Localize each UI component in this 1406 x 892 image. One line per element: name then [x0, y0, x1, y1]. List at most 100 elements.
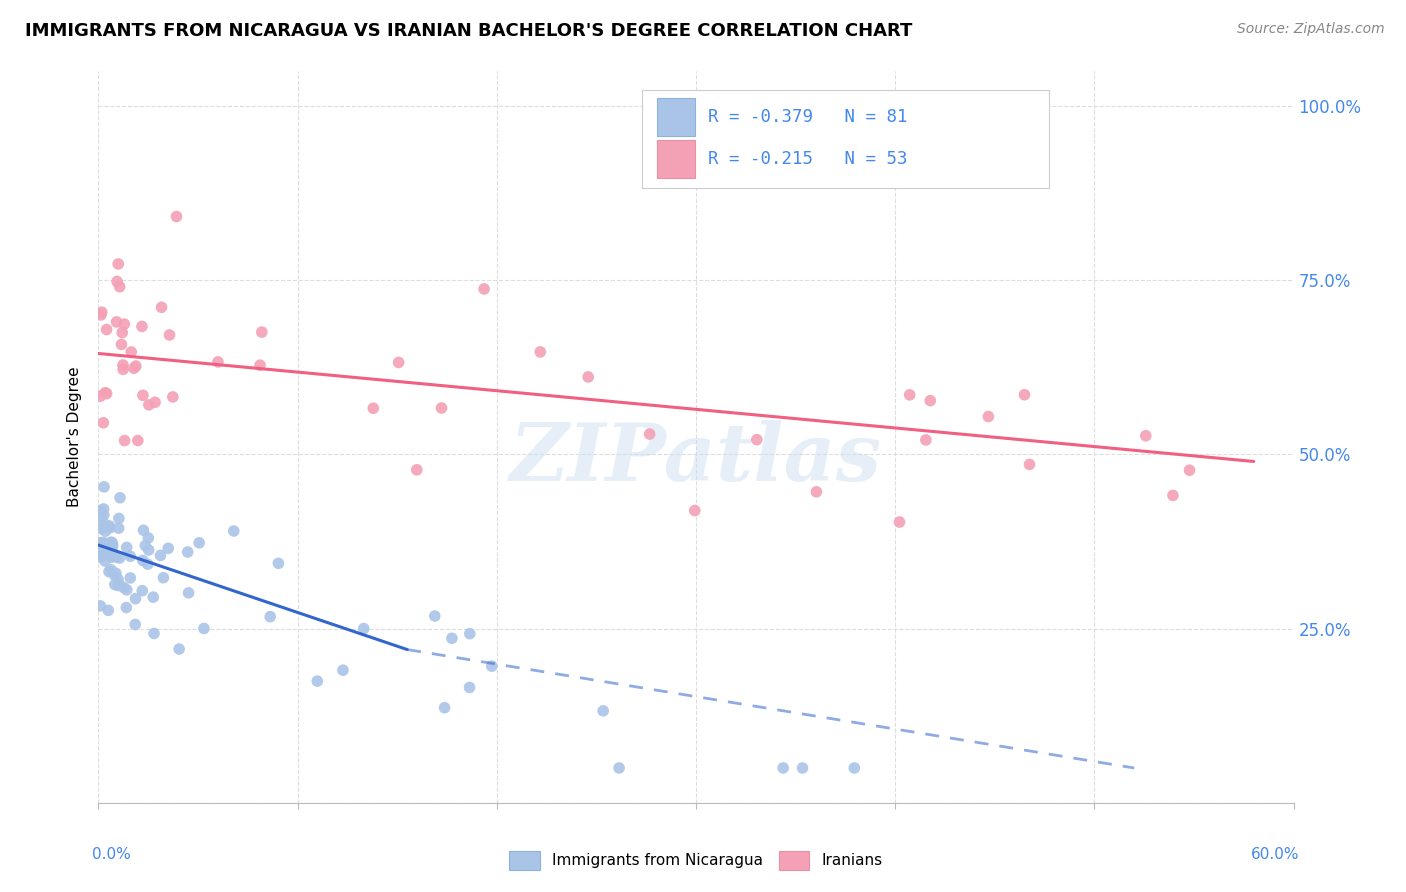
Y-axis label: Bachelor's Degree: Bachelor's Degree — [67, 367, 83, 508]
Point — [111, 326, 134, 340]
Point — [136, 557, 159, 571]
Point — [100, 550, 122, 565]
Point — [138, 398, 160, 412]
Point — [101, 540, 124, 554]
Point — [98, 546, 121, 560]
Point — [143, 626, 166, 640]
Point — [107, 572, 129, 586]
Point — [112, 317, 135, 331]
FancyBboxPatch shape — [657, 140, 695, 178]
Point — [97, 565, 120, 579]
Point — [108, 578, 131, 592]
Point — [167, 642, 190, 657]
Point — [91, 416, 114, 430]
Point — [363, 401, 385, 416]
Point — [132, 553, 155, 567]
Point — [122, 361, 145, 376]
Text: Source: ZipAtlas.com: Source: ZipAtlas.com — [1237, 22, 1385, 37]
Point — [104, 568, 127, 582]
Point — [433, 700, 456, 714]
Point — [138, 543, 160, 558]
Point — [107, 578, 129, 592]
Point — [94, 554, 117, 568]
Point — [90, 535, 112, 549]
Point — [114, 434, 136, 448]
Point — [131, 583, 153, 598]
Point — [1178, 463, 1201, 477]
Point — [124, 591, 146, 606]
Point — [93, 508, 115, 522]
Point — [115, 582, 138, 597]
Point — [405, 463, 427, 477]
Point — [108, 491, 131, 505]
Point — [149, 549, 172, 563]
Point — [143, 395, 166, 409]
Point — [844, 761, 866, 775]
Point — [592, 704, 614, 718]
Point — [131, 319, 153, 334]
Point — [108, 551, 131, 566]
Point — [915, 433, 938, 447]
Point — [115, 600, 138, 615]
Point — [94, 385, 117, 400]
Point — [458, 626, 481, 640]
Point — [127, 434, 149, 448]
Point — [89, 510, 111, 524]
Point — [472, 282, 495, 296]
Point — [98, 521, 121, 535]
Point — [105, 550, 128, 565]
Point — [120, 345, 142, 359]
Point — [1135, 429, 1157, 443]
Point — [112, 581, 135, 595]
Point — [93, 480, 115, 494]
Point — [107, 257, 129, 271]
Point — [98, 549, 121, 563]
Point — [159, 327, 181, 342]
Text: ZIPatlas: ZIPatlas — [510, 420, 882, 498]
FancyBboxPatch shape — [657, 98, 695, 136]
Point — [90, 308, 112, 322]
Point — [132, 388, 155, 402]
Point — [108, 511, 131, 525]
Point — [388, 355, 411, 369]
Point — [105, 315, 128, 329]
Point — [96, 322, 118, 336]
Point — [94, 524, 117, 538]
Point — [120, 571, 142, 585]
Point — [683, 503, 706, 517]
Point — [90, 305, 112, 319]
Point — [120, 549, 142, 564]
Point — [93, 502, 115, 516]
Point — [91, 549, 114, 563]
Point — [111, 358, 134, 372]
Point — [103, 547, 125, 561]
Point — [89, 389, 111, 403]
Point — [125, 359, 148, 373]
Point — [90, 541, 112, 556]
Point — [93, 516, 115, 531]
Point — [481, 659, 503, 673]
Point — [250, 325, 273, 339]
Point — [1018, 458, 1040, 472]
Point — [110, 337, 132, 351]
Text: 0.0%: 0.0% — [93, 847, 131, 862]
Point — [90, 550, 112, 565]
Point — [423, 609, 446, 624]
Point — [207, 355, 229, 369]
Point — [267, 557, 290, 571]
Point — [100, 535, 122, 549]
Point — [90, 522, 112, 536]
Point — [105, 275, 128, 289]
Point — [1161, 488, 1184, 502]
Point — [332, 663, 354, 677]
Point — [458, 681, 481, 695]
Point — [112, 362, 135, 376]
Point — [898, 388, 921, 402]
Point — [134, 539, 156, 553]
Text: R = -0.215   N = 53: R = -0.215 N = 53 — [709, 150, 907, 168]
Point — [307, 674, 329, 689]
Point — [157, 541, 180, 556]
Point — [97, 603, 120, 617]
Point — [104, 577, 127, 591]
Point — [638, 427, 661, 442]
